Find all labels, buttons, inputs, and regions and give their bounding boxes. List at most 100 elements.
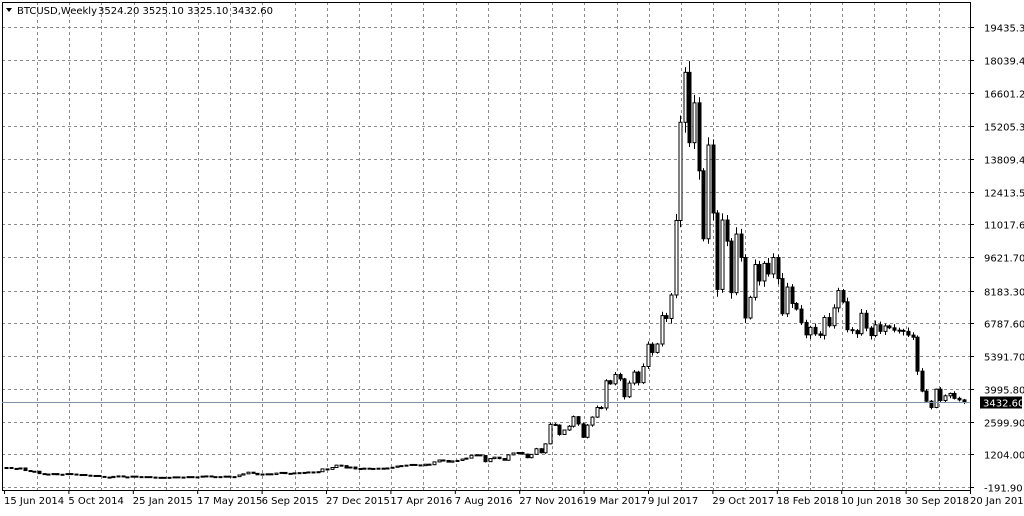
candle-body	[664, 315, 669, 319]
candle-body	[845, 301, 850, 331]
x-tick-label: 6 Sep 2015	[262, 496, 319, 507]
y-tick-label: 1204.00	[984, 451, 1024, 462]
candle-body	[181, 476, 186, 479]
candle-body	[223, 475, 228, 478]
candle-body	[836, 290, 841, 309]
x-tick-label: 30 Sep 2018	[906, 496, 969, 507]
candle-body	[111, 475, 116, 479]
x-tick-label: 20 Jan 2019	[970, 496, 1024, 507]
candle-body	[395, 465, 400, 468]
candle-body	[794, 302, 799, 310]
candle-body	[929, 400, 934, 409]
candle-body	[172, 476, 177, 479]
candle-body	[190, 476, 195, 479]
candle-body	[938, 388, 943, 401]
candle-body	[385, 467, 390, 470]
candle-body	[534, 448, 539, 455]
candle-body	[739, 233, 744, 259]
candle-body	[641, 365, 646, 384]
candle-body	[720, 219, 725, 290]
candle-body	[581, 423, 586, 438]
candle-body	[855, 330, 860, 335]
candle-body	[367, 467, 372, 470]
candle-body	[618, 373, 623, 380]
candle-body	[353, 466, 358, 470]
candle-body	[915, 336, 920, 372]
candle-body	[516, 452, 521, 455]
candle-body	[813, 326, 818, 335]
x-tick-label: 7 Aug 2016	[455, 496, 513, 507]
candle-body	[358, 467, 363, 470]
candle-body	[209, 475, 214, 478]
candle-body	[330, 467, 335, 470]
candle-body	[497, 456, 502, 460]
candle-body	[892, 327, 897, 331]
candle-body	[622, 378, 627, 398]
candle-body	[687, 71, 692, 144]
candle-body	[200, 475, 205, 478]
candle-body	[883, 325, 888, 332]
candle-body	[213, 476, 218, 479]
candle-body	[957, 397, 962, 401]
candle-body	[195, 476, 200, 479]
candle-body	[265, 473, 270, 476]
candle-body	[51, 473, 56, 476]
y-tick-label: 12413.50	[984, 189, 1024, 200]
x-tick-label: 27 Nov 2016	[519, 496, 583, 507]
x-tick-label: 17 Apr 2016	[390, 496, 452, 507]
y-tick-label: 19435.30	[984, 24, 1024, 35]
candle-body	[297, 472, 302, 475]
candle-body	[102, 475, 107, 478]
dropdown-triangle-icon[interactable]	[6, 8, 12, 12]
candle-body	[4, 467, 9, 470]
candle-body	[850, 329, 855, 332]
x-tick-label: 19 Mar 2017	[584, 496, 647, 507]
candle-body	[9, 467, 14, 470]
candle-body	[469, 454, 474, 459]
candle-body	[348, 466, 353, 469]
candle-body	[952, 392, 957, 399]
candle-body	[697, 102, 702, 172]
candle-body	[83, 474, 88, 477]
candle-body	[251, 471, 256, 474]
x-tick-label: 10 Jun 2018	[841, 496, 901, 507]
plot-border	[2, 2, 971, 491]
candle-body	[460, 458, 465, 461]
candle-body	[818, 333, 823, 336]
candle-body	[218, 476, 223, 479]
candle-body	[464, 457, 469, 460]
x-tick-label: 15 Jun 2014	[4, 496, 64, 507]
candle-body	[511, 452, 516, 456]
candle-body	[734, 233, 739, 294]
candle-body	[632, 371, 637, 384]
x-tick-label: 5 Oct 2014	[68, 496, 123, 507]
candle-body	[934, 388, 939, 409]
candle-body	[437, 459, 442, 463]
candle-body	[455, 459, 460, 462]
candle-body	[785, 286, 790, 315]
candle-body	[418, 464, 423, 467]
candle-body	[42, 473, 47, 476]
candle-body	[906, 330, 911, 336]
candle-body	[32, 470, 37, 473]
candle-body	[757, 264, 762, 282]
candle-body	[827, 317, 832, 327]
candle-body	[37, 470, 42, 475]
candle-body	[18, 467, 23, 470]
candle-body	[88, 474, 93, 477]
candle-body	[478, 454, 483, 457]
candle-body	[255, 472, 260, 476]
candle-body	[371, 467, 376, 470]
candle-body	[678, 121, 683, 221]
candle-body	[557, 424, 562, 435]
candle-body	[701, 170, 706, 240]
candle-body	[55, 473, 60, 476]
candle-body	[539, 448, 544, 454]
candle-body	[144, 476, 149, 479]
candle-body	[362, 467, 367, 470]
candle-body	[776, 257, 781, 280]
candle-body	[441, 459, 446, 462]
x-tick-label: 18 Feb 2018	[777, 496, 839, 507]
candle-body	[753, 264, 758, 298]
